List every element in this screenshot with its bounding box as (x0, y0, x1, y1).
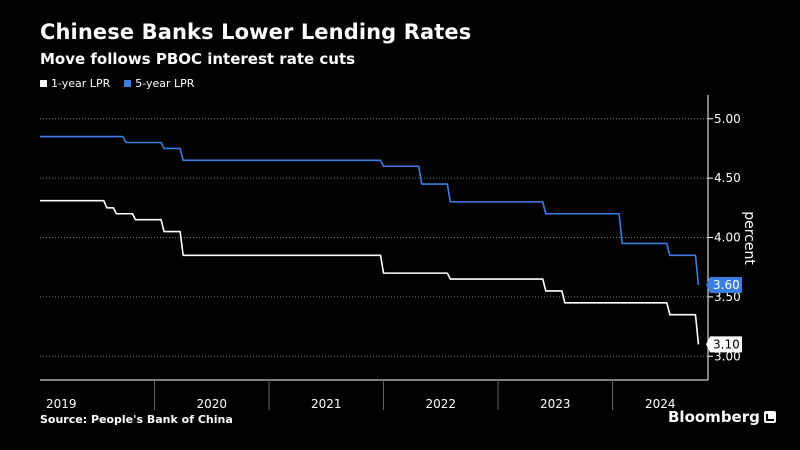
chart-title: Chinese Banks Lower Lending Rates (40, 20, 472, 44)
y-tick-label: 3.00 (714, 349, 741, 363)
legend-item-1-year: 1-year LPR (40, 77, 110, 90)
y-tick-label: 5.00 (714, 112, 741, 126)
brand-logo: Bloomberg (668, 408, 776, 426)
brand-name: Bloomberg (668, 408, 760, 426)
x-tick-label: 2024 (645, 397, 676, 411)
y-tick-label: 4.00 (714, 231, 741, 245)
source-note: Source: People's Bank of China (40, 413, 233, 426)
end-label-box (706, 336, 742, 353)
bloomberg-badge-icon (763, 411, 776, 423)
end-value-label: 3.10 (713, 337, 740, 351)
series-line-1-year (40, 199, 700, 345)
legend-item-5-year: 5-year LPR (124, 77, 194, 90)
end-value-label: 3.60 (713, 278, 740, 292)
legend-swatch-1-year (40, 80, 47, 87)
x-tick-label: 2019 (46, 397, 77, 411)
legend-swatch-5-year (124, 80, 132, 87)
y-tick-label: 3.50 (714, 290, 741, 304)
legend-label-5-year: 5-year LPR (135, 77, 195, 90)
y-axis-label: percent (741, 211, 757, 265)
series-line-5-year (40, 135, 700, 286)
chart-subtitle: Move follows PBOC interest rate cuts (40, 50, 356, 68)
x-tick-label: 2023 (540, 397, 571, 411)
end-label-box (706, 277, 742, 293)
legend-label-1-year: 1-year LPR (51, 77, 111, 90)
x-tick-label: 2021 (311, 397, 342, 411)
legend: 1-year LPR 5-year LPR (40, 77, 194, 90)
x-tick-label: 2020 (196, 397, 227, 411)
y-tick-label: 4.50 (714, 171, 741, 185)
x-tick-label: 2022 (426, 397, 457, 411)
